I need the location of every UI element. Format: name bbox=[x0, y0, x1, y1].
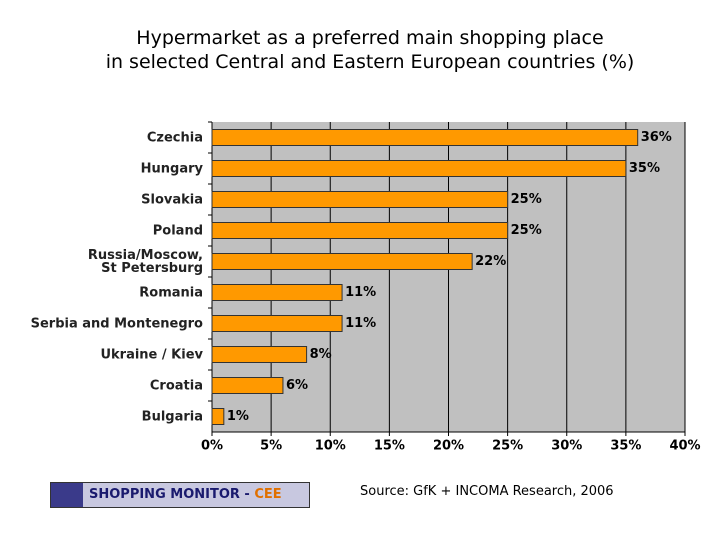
y-tick-label: Bulgaria bbox=[141, 409, 203, 424]
value-label: 1% bbox=[227, 409, 249, 424]
source: Source: GfK + INCOMA Research, 2006 bbox=[360, 484, 614, 499]
y-tick-label: Romania bbox=[139, 285, 203, 300]
y-tick-label: Serbia and Montenegro bbox=[30, 316, 203, 331]
bar bbox=[211, 408, 225, 425]
value-label: 36% bbox=[641, 130, 672, 145]
y-tick-label: Croatia bbox=[149, 378, 203, 393]
x-tick-label: 5% bbox=[260, 439, 282, 454]
bar bbox=[211, 129, 639, 146]
y-tick-label: Czechia bbox=[146, 130, 203, 145]
bar bbox=[211, 346, 308, 363]
value-label: 25% bbox=[511, 223, 542, 238]
y-tick-label: Poland bbox=[152, 223, 203, 238]
bar bbox=[211, 284, 343, 301]
bar bbox=[211, 222, 509, 239]
chart-title: Hypermarket as a preferred main shopping… bbox=[105, 27, 635, 73]
bar bbox=[211, 315, 343, 332]
x-tick-label: 30% bbox=[551, 439, 582, 454]
value-label: 8% bbox=[310, 347, 332, 362]
value-label: 11% bbox=[345, 285, 376, 300]
bar bbox=[211, 160, 627, 177]
x-tick-label: 35% bbox=[610, 439, 641, 454]
bar bbox=[211, 377, 284, 394]
logo: SHOPPING MONITOR - CEE bbox=[50, 482, 310, 508]
y-tick-label: Russia/Moscow, St Petersburg bbox=[87, 247, 203, 276]
value-label: 6% bbox=[286, 378, 308, 393]
x-tick-label: 15% bbox=[374, 439, 405, 454]
x-tick-label: 25% bbox=[492, 439, 523, 454]
x-tick-label: 10% bbox=[315, 439, 346, 454]
value-label: 22% bbox=[475, 254, 506, 269]
x-tick-label: 40% bbox=[669, 439, 700, 454]
y-tick-label: Slovakia bbox=[141, 192, 203, 207]
value-label: 35% bbox=[629, 161, 660, 176]
y-tick-label: Hungary bbox=[140, 161, 203, 176]
logo-accent: CEE bbox=[254, 487, 282, 502]
bar bbox=[211, 191, 509, 208]
value-label: 11% bbox=[345, 316, 376, 331]
x-tick-label: 20% bbox=[433, 439, 464, 454]
bar bbox=[211, 253, 473, 270]
x-tick-label: 0% bbox=[201, 439, 223, 454]
logo-text: SHOPPING MONITOR - bbox=[89, 487, 250, 502]
y-tick-label: Ukraine / Kiev bbox=[100, 347, 203, 362]
value-label: 25% bbox=[511, 192, 542, 207]
logo-icon bbox=[51, 483, 83, 507]
